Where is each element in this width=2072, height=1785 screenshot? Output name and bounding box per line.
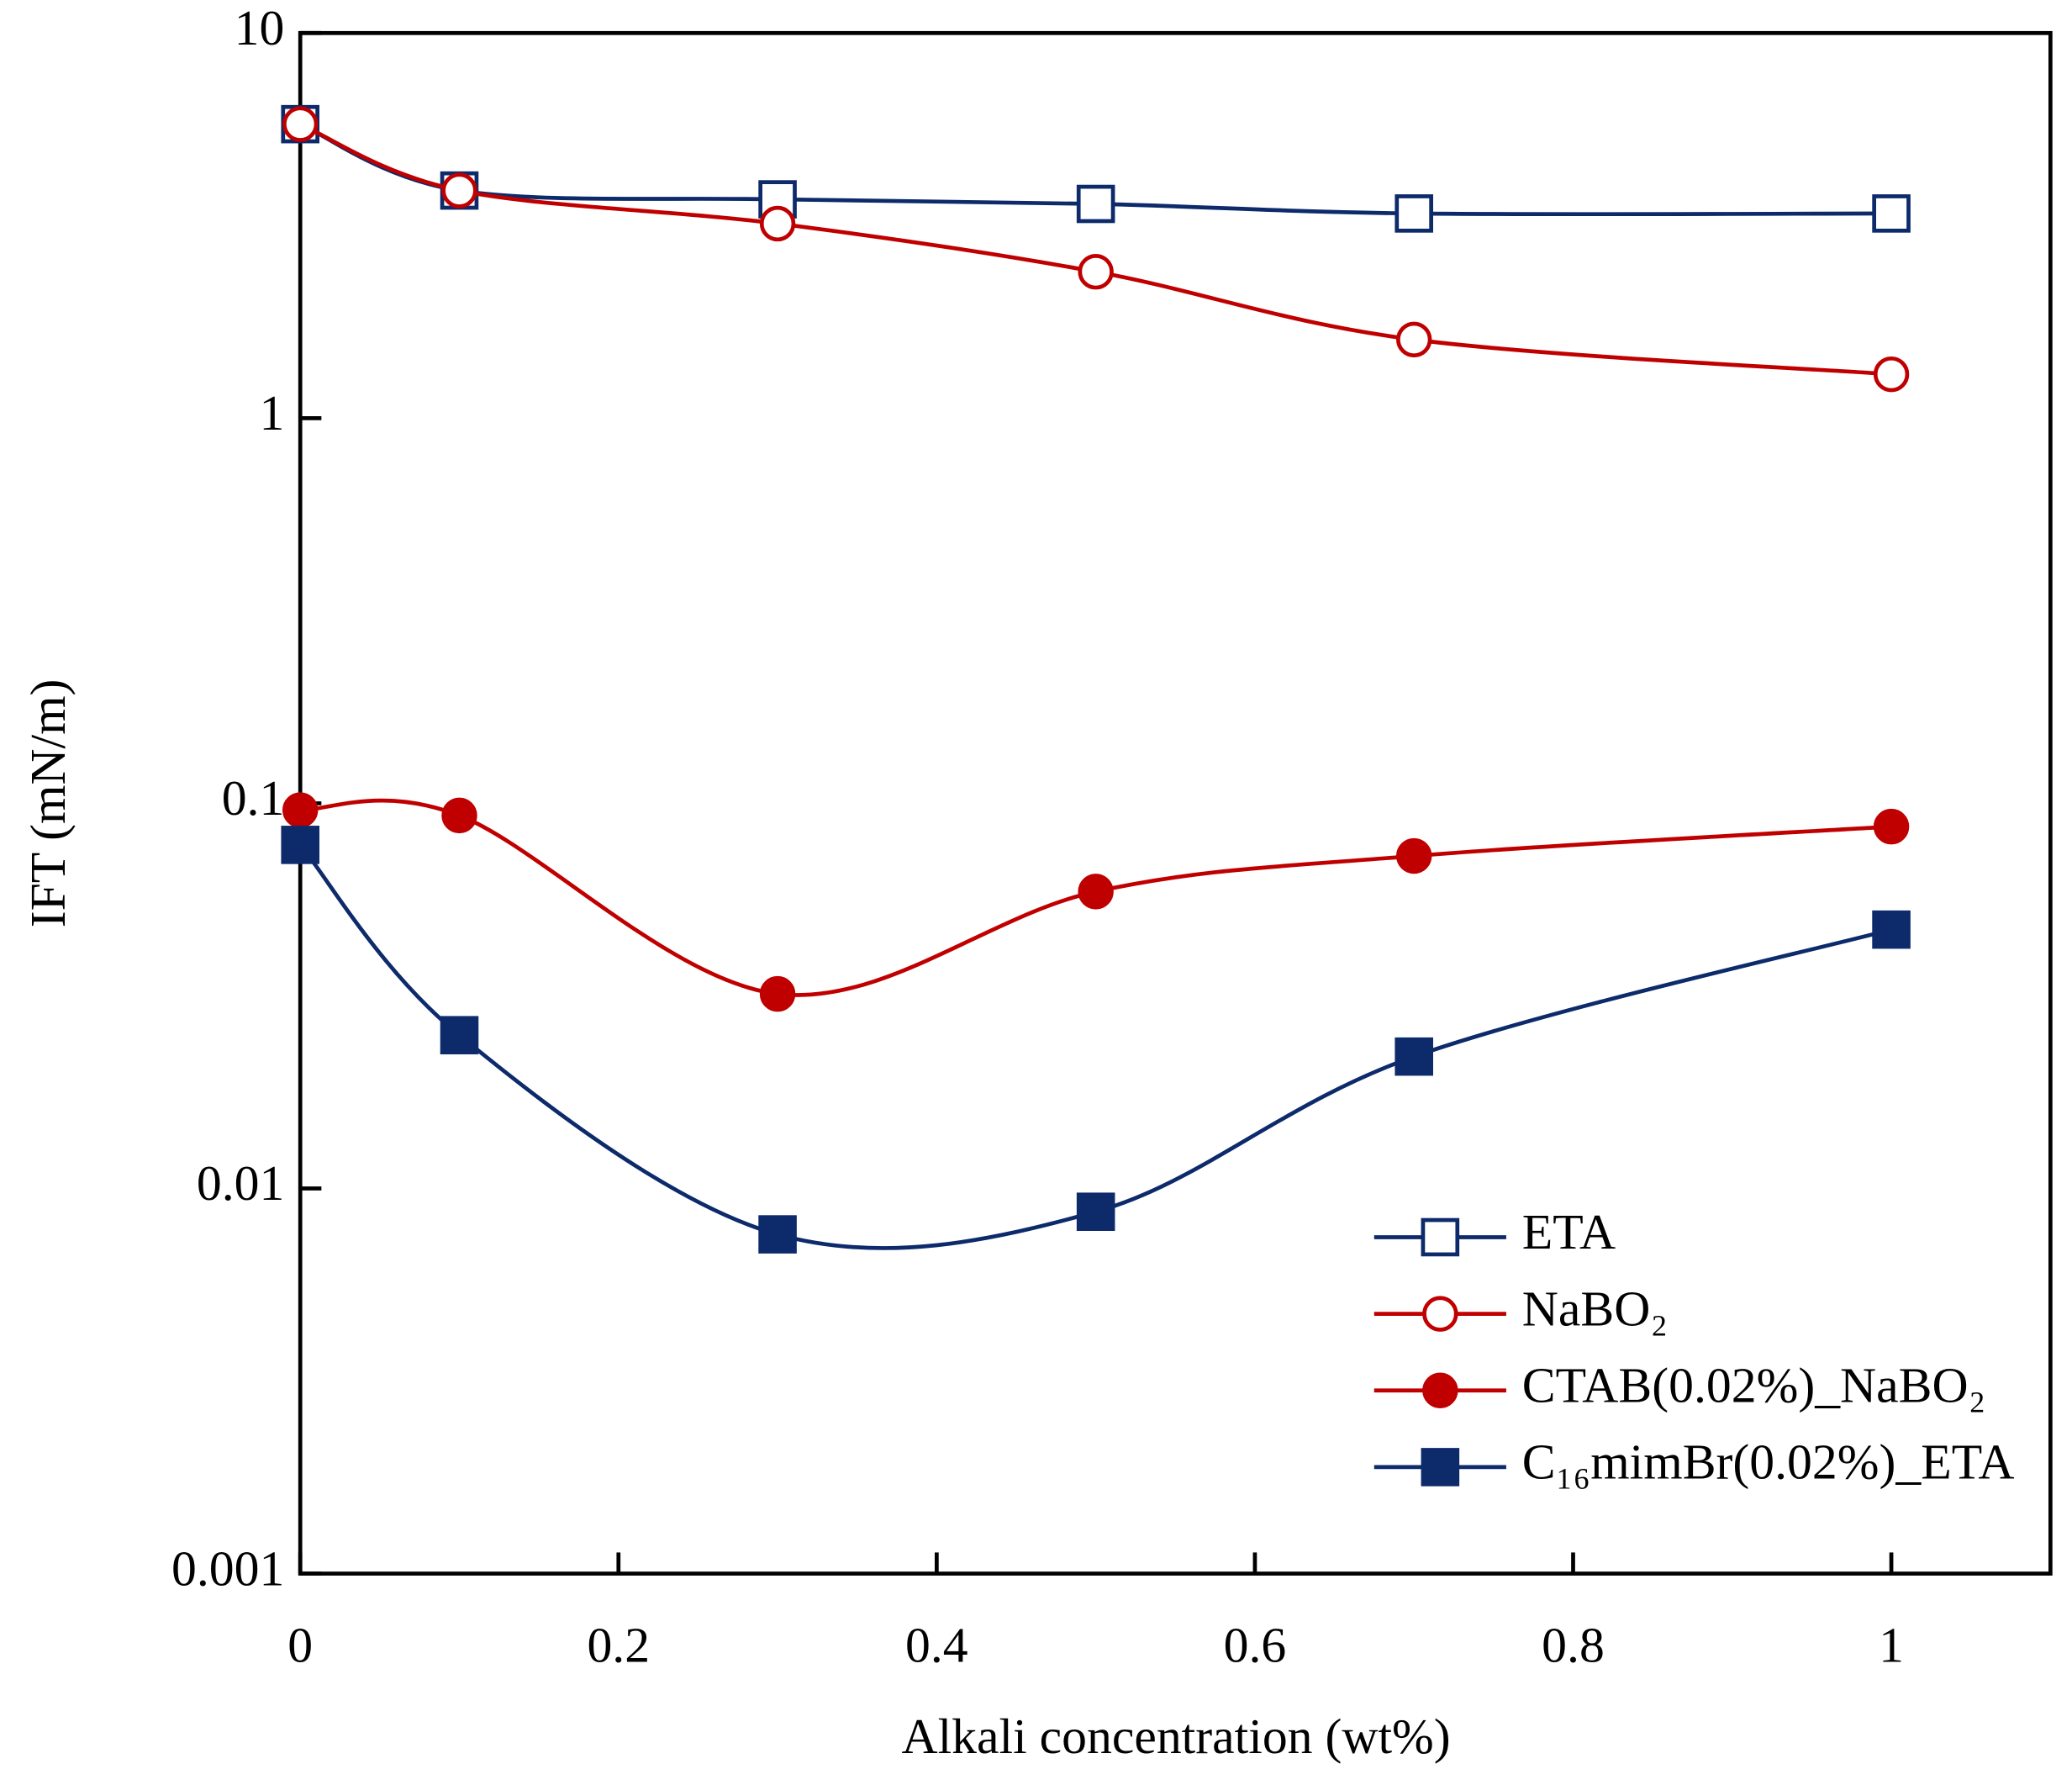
series-line — [299, 122, 1892, 377]
x-tick-label: 0.6 — [1224, 1617, 1287, 1672]
data-point — [759, 975, 796, 1012]
x-tick-label: 0.4 — [905, 1617, 968, 1672]
x-tick-label: 1 — [1879, 1617, 1904, 1672]
y-tick-label: 1 — [259, 385, 284, 441]
data-point — [1395, 837, 1432, 874]
data-point — [1873, 356, 1910, 393]
plot-frame — [298, 30, 2053, 1576]
data-point — [282, 792, 319, 828]
data-point — [1078, 874, 1114, 910]
data-point — [440, 1016, 479, 1055]
y-tick-label: 0.001 — [171, 1540, 284, 1596]
data-point — [1873, 808, 1910, 845]
x-axis-label: Alkali concentration (wt%) — [901, 1708, 1450, 1764]
data-point — [758, 1215, 797, 1254]
data-point — [441, 797, 477, 834]
data-point — [1872, 910, 1911, 949]
data-point — [1076, 1192, 1115, 1231]
data-point — [1395, 194, 1433, 233]
data-point — [1395, 1037, 1433, 1076]
legend-marker — [1421, 1217, 1460, 1257]
legend-marker — [1422, 1296, 1458, 1332]
legend-label: NaBO₂ — [1522, 1281, 1668, 1336]
data-point — [1076, 184, 1115, 224]
legend-label: CTAB(0.02%)_NaBO₂ — [1522, 1357, 1986, 1413]
data-point — [1872, 194, 1911, 233]
data-point — [1395, 321, 1432, 358]
data-point — [441, 172, 477, 209]
y-axis-label: IFT (mN/m) — [20, 679, 76, 928]
data-point — [759, 205, 796, 242]
data-point — [281, 826, 320, 864]
x-tick-label: 0.2 — [587, 1617, 650, 1672]
y-tick-label: 0.01 — [197, 1155, 284, 1211]
x-tick-label: 0 — [287, 1617, 313, 1672]
y-tick-label: 0.1 — [222, 770, 285, 826]
legend-marker — [1422, 1372, 1458, 1408]
legend-label: ETA — [1522, 1204, 1616, 1260]
legend-marker — [1421, 1448, 1460, 1487]
x-tick-label: 0.8 — [1542, 1617, 1605, 1672]
y-tick-label: 10 — [235, 0, 285, 55]
data-point — [282, 106, 319, 142]
data-point — [1078, 253, 1114, 290]
legend-label: C₁₆mimBr(0.02%)_ETA — [1522, 1434, 2015, 1490]
